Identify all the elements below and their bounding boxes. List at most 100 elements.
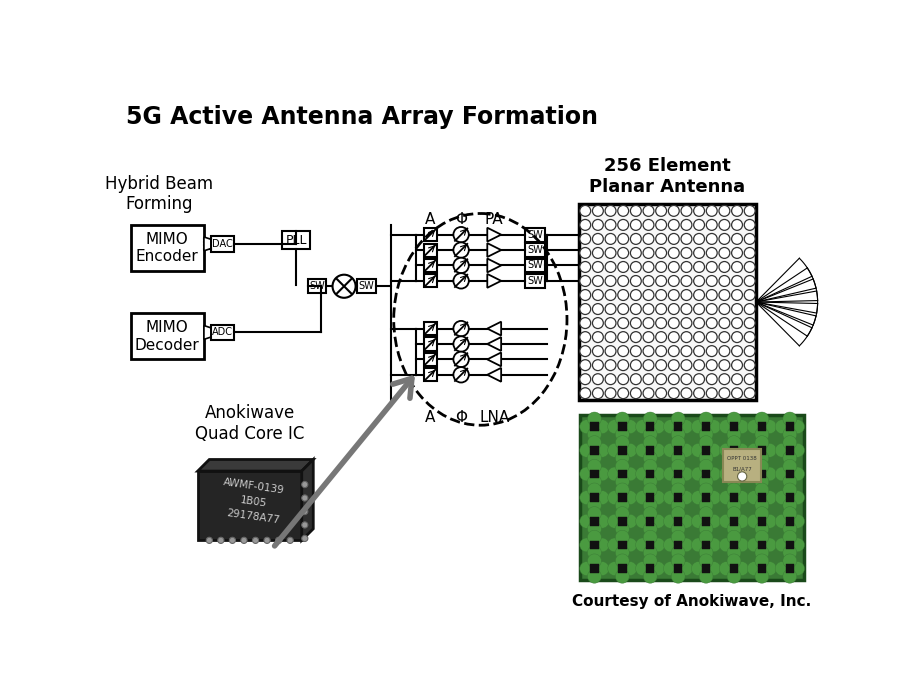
Wedge shape [623,490,637,505]
Wedge shape [664,538,678,552]
Bar [618,493,626,502]
Wedge shape [671,427,685,441]
Circle shape [706,374,717,384]
Wedge shape [783,507,797,521]
Text: LNA: LNA [479,410,509,425]
Wedge shape [691,514,705,528]
Circle shape [656,234,667,245]
Bar [757,446,766,455]
Polygon shape [487,227,502,242]
Wedge shape [699,475,713,488]
Wedge shape [699,569,713,583]
Bar [674,470,682,478]
Wedge shape [755,436,768,449]
Polygon shape [198,460,314,471]
Wedge shape [623,467,637,481]
Wedge shape [775,467,789,481]
Bar [674,540,682,549]
Circle shape [618,303,629,314]
Polygon shape [487,337,502,351]
Wedge shape [763,490,777,505]
Circle shape [668,303,679,314]
Bar [702,446,711,455]
Circle shape [453,273,469,288]
Bar [591,564,599,573]
Wedge shape [588,546,602,560]
Bar [723,449,761,482]
Polygon shape [487,258,502,273]
Circle shape [580,318,591,329]
Circle shape [605,318,616,329]
Bar [618,540,626,549]
Wedge shape [671,546,685,560]
Wedge shape [588,451,602,465]
Wedge shape [671,451,685,465]
Circle shape [229,537,236,543]
Circle shape [656,374,667,384]
Polygon shape [487,322,502,336]
Wedge shape [644,569,657,583]
Circle shape [605,374,616,384]
Circle shape [643,332,654,342]
Bar [525,243,545,257]
Circle shape [719,318,730,329]
Circle shape [719,303,730,314]
Wedge shape [699,499,713,512]
Circle shape [656,206,667,216]
Wedge shape [580,538,593,552]
Circle shape [732,206,743,216]
Wedge shape [755,569,768,583]
Circle shape [580,262,591,273]
Circle shape [737,472,746,481]
Wedge shape [595,538,609,552]
Circle shape [592,234,603,245]
Polygon shape [198,471,302,540]
Wedge shape [615,569,629,583]
Circle shape [693,332,704,342]
Circle shape [681,275,692,286]
Circle shape [745,374,755,384]
Wedge shape [615,427,629,441]
Circle shape [745,346,755,357]
Wedge shape [679,443,692,458]
Circle shape [302,495,308,501]
Bar [525,274,545,288]
Circle shape [693,318,704,329]
Circle shape [643,206,654,216]
Wedge shape [635,443,649,458]
Circle shape [656,275,667,286]
Circle shape [706,290,717,301]
Wedge shape [651,538,665,552]
Wedge shape [608,420,622,434]
Wedge shape [735,490,748,505]
Circle shape [693,360,704,371]
Wedge shape [615,475,629,488]
Circle shape [693,234,704,245]
Wedge shape [595,467,609,481]
Wedge shape [623,514,637,528]
Circle shape [618,247,629,258]
Wedge shape [608,562,622,575]
Bar [730,446,738,455]
Circle shape [630,388,641,399]
Wedge shape [775,514,789,528]
Wedge shape [664,514,678,528]
Circle shape [333,275,356,298]
Wedge shape [664,420,678,434]
Wedge shape [671,475,685,488]
Wedge shape [588,483,602,497]
Circle shape [618,262,629,273]
Text: Φ: Φ [455,212,467,227]
Bar [646,540,655,549]
Circle shape [706,360,717,371]
Wedge shape [719,538,734,552]
Wedge shape [727,530,741,544]
Wedge shape [775,538,789,552]
Wedge shape [588,507,602,521]
Circle shape [656,247,667,258]
Wedge shape [755,460,768,473]
Text: SW: SW [359,282,374,291]
Circle shape [206,537,213,543]
Wedge shape [727,507,741,521]
Wedge shape [790,443,804,458]
